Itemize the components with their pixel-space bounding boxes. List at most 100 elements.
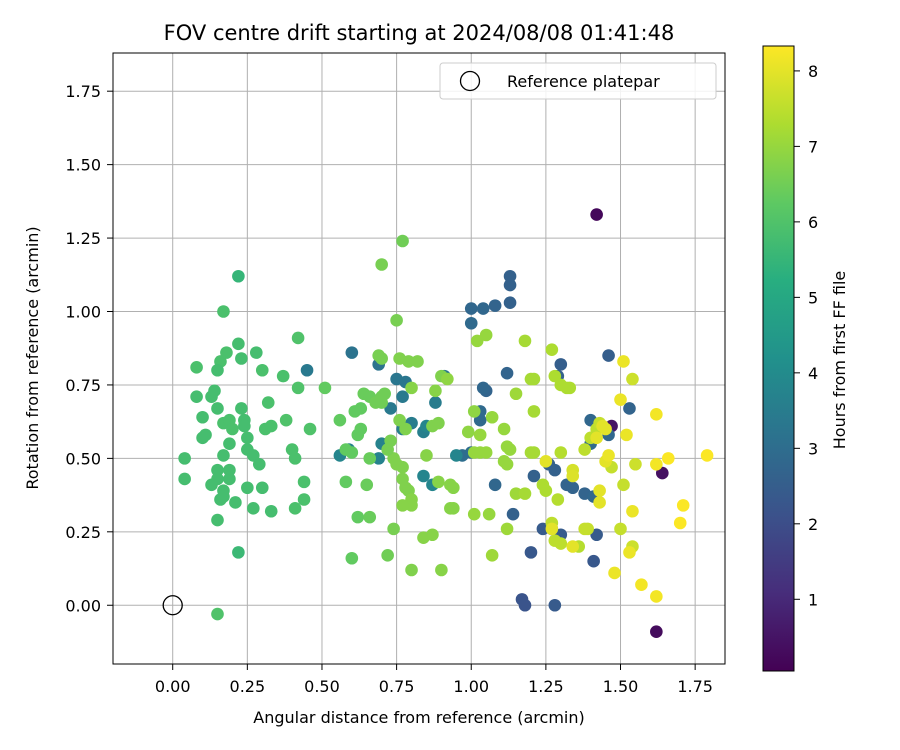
y-axis-label: Rotation from reference (arcmin)	[23, 226, 42, 489]
data-point	[626, 372, 639, 386]
data-point	[524, 546, 538, 559]
data-point	[587, 554, 600, 568]
data-point	[473, 428, 487, 442]
data-point	[566, 469, 580, 483]
data-point	[497, 455, 511, 468]
data-point	[345, 446, 359, 459]
data-point	[276, 369, 290, 383]
data-point	[235, 352, 248, 365]
data-point	[426, 528, 439, 542]
data-point	[488, 478, 502, 492]
legend: Reference platepar	[439, 62, 717, 100]
data-point	[190, 361, 203, 374]
data-point	[554, 446, 568, 459]
plot-frame	[112, 52, 726, 665]
data-point	[220, 346, 233, 359]
data-point	[548, 463, 562, 477]
data-point	[488, 299, 502, 312]
data-point	[482, 507, 496, 521]
data-point	[375, 258, 388, 271]
colorbar-label: Hours from first FF file	[830, 271, 849, 450]
data-point	[363, 452, 377, 465]
data-point	[229, 496, 242, 509]
data-point	[255, 481, 269, 495]
data-point	[545, 522, 559, 536]
data-point	[566, 540, 580, 553]
data-point	[178, 472, 191, 486]
data-point	[249, 346, 263, 359]
data-point	[650, 457, 663, 471]
data-point	[345, 346, 359, 359]
data-point	[279, 413, 293, 427]
data-point	[241, 481, 254, 495]
data-point	[441, 372, 454, 386]
data-point	[635, 578, 648, 591]
data-point	[375, 352, 388, 365]
data-point	[303, 422, 317, 436]
data-point	[461, 425, 475, 439]
data-point	[339, 475, 353, 489]
data-point	[518, 487, 532, 500]
y-axis-ticks: 0.00 0.25 0.50 0.75 1.00 1.25 1.50 1.75	[65, 82, 113, 615]
data-point	[593, 484, 606, 497]
data-point	[211, 607, 224, 621]
data-point	[676, 499, 690, 512]
data-point	[590, 528, 603, 542]
data-point	[476, 302, 490, 315]
data-point	[432, 416, 445, 430]
legend-box	[439, 62, 717, 100]
data-point	[467, 405, 481, 418]
data-point	[593, 496, 606, 509]
data-point	[527, 446, 541, 459]
data-point	[623, 546, 636, 559]
data-point	[255, 363, 269, 377]
data-point	[617, 478, 630, 492]
data-point	[396, 234, 409, 248]
data-point	[420, 449, 433, 462]
data-point	[199, 428, 212, 442]
x-tick-label: 0.25	[230, 677, 266, 696]
data-point	[650, 625, 663, 638]
data-point	[297, 493, 311, 506]
data-point	[509, 487, 523, 500]
data-point	[247, 502, 260, 515]
colorbar-tick-label: 3	[808, 439, 818, 458]
data-point	[500, 366, 514, 380]
data-point	[396, 390, 409, 403]
colorbar-tick-label: 1	[808, 590, 818, 609]
data-point	[602, 349, 615, 362]
data-point	[232, 546, 245, 559]
data-point	[288, 452, 302, 465]
data-point	[261, 396, 275, 409]
data-point	[396, 460, 409, 474]
data-point	[503, 278, 517, 292]
data-point	[590, 431, 603, 445]
data-point	[211, 513, 224, 527]
data-point	[503, 269, 517, 283]
x-tick-label: 0.50	[304, 677, 340, 696]
x-tick-label: 0.00	[155, 677, 191, 696]
data-point	[405, 563, 418, 577]
x-tick-label: 0.75	[379, 677, 415, 696]
data-point	[629, 457, 642, 471]
data-point	[536, 522, 550, 536]
y-tick-label: 1.75	[65, 82, 101, 101]
data-point	[614, 522, 627, 536]
data-point	[700, 449, 714, 462]
data-point	[223, 472, 236, 486]
data-point	[205, 478, 218, 492]
data-point	[650, 590, 663, 603]
data-point	[656, 466, 669, 480]
data-point	[539, 484, 553, 497]
data-point	[232, 337, 245, 351]
data-point	[429, 396, 442, 409]
data-point	[545, 343, 559, 356]
data-point	[617, 355, 630, 368]
data-point	[554, 358, 568, 371]
data-point	[211, 363, 224, 377]
data-point	[190, 390, 203, 403]
data-point	[264, 504, 278, 518]
data-point	[539, 455, 553, 468]
data-point	[527, 372, 541, 386]
data-point	[211, 402, 224, 415]
